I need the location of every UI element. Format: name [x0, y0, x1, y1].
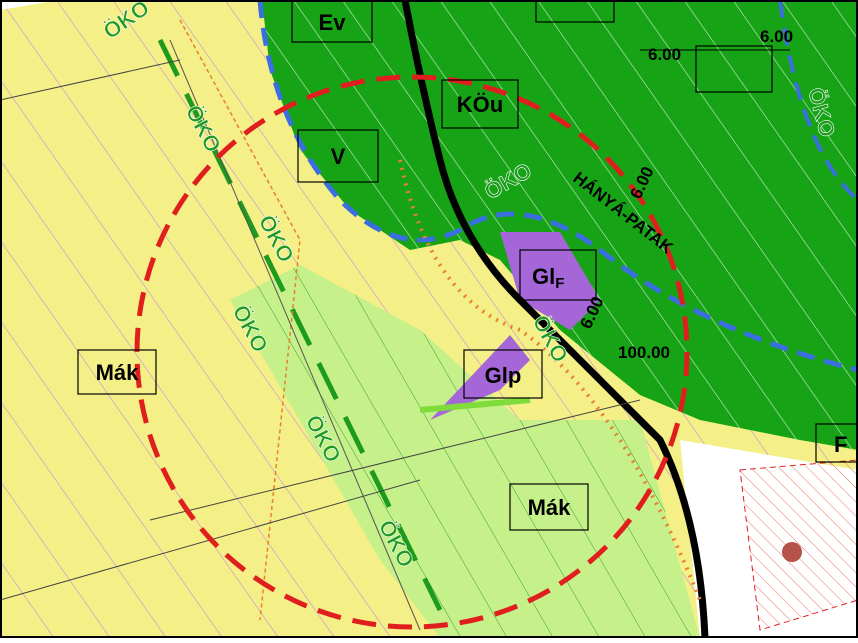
dimension: 6.00 — [648, 45, 681, 64]
zone-subscript: F — [555, 275, 564, 292]
zone-label: Mák — [528, 495, 572, 520]
dimension: 6.00 — [760, 27, 793, 46]
dimension: 100.00 — [618, 343, 670, 362]
zone-label: Mák — [96, 360, 140, 385]
zone-box — [291, 0, 373, 43]
zone-box — [297, 129, 379, 183]
zone-label: F — [834, 432, 847, 457]
zone-box — [77, 349, 157, 395]
zone-box — [509, 483, 589, 531]
zone-box — [463, 349, 543, 399]
zone-label: GlF — [532, 264, 564, 292]
zone-labels: Ev KÖu V GlF Glp Mák Mák F — [77, 0, 858, 531]
zone-label: Ev — [319, 10, 347, 35]
zone-box — [815, 423, 858, 463]
zone-box — [441, 79, 519, 129]
zone-box — [519, 249, 597, 301]
zone-box — [695, 45, 773, 93]
zone-label: Gl — [532, 264, 555, 289]
zone-box — [535, 0, 615, 23]
zone-label: KÖu — [457, 92, 503, 117]
zone-label: V — [331, 144, 346, 169]
zone-label: Glp — [485, 363, 522, 388]
